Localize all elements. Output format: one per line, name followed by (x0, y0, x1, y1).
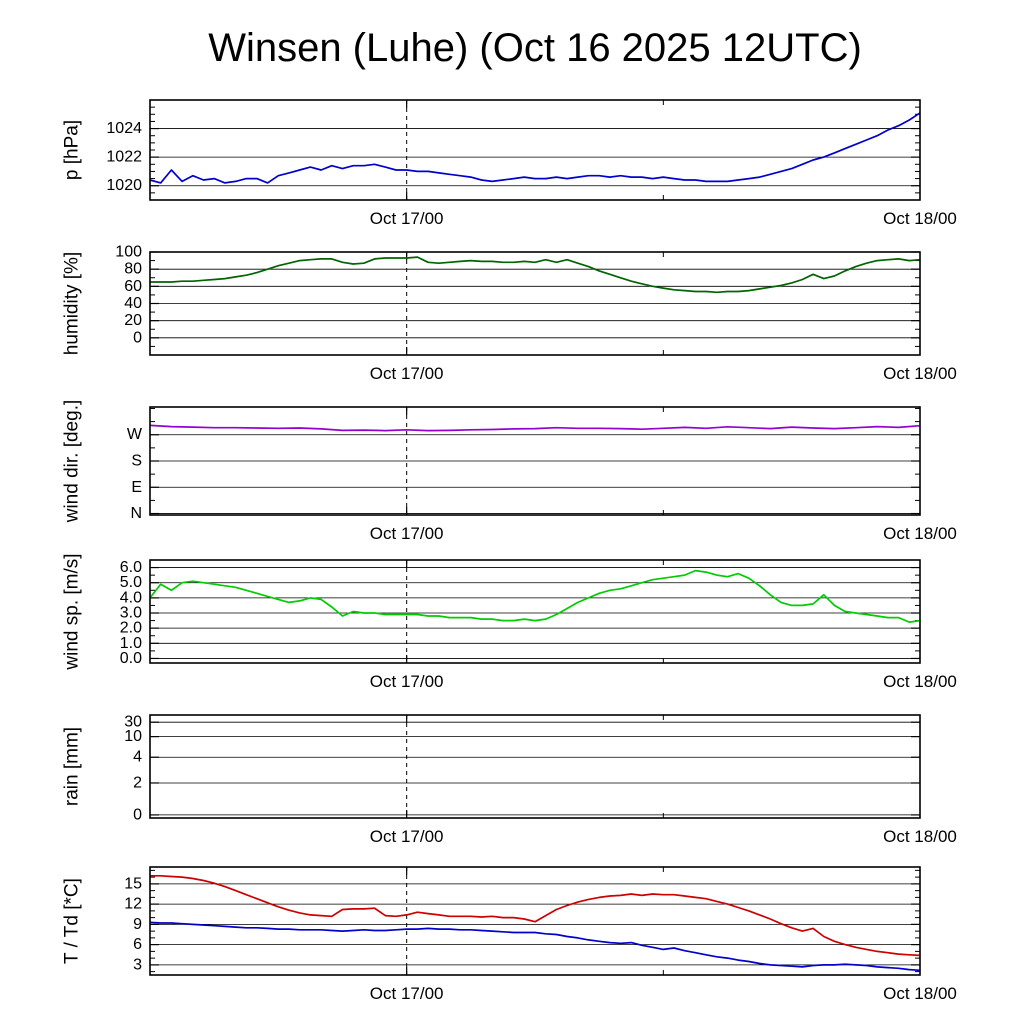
y-tick-label: 1.0 (120, 635, 142, 652)
y-tick-label: 15 (124, 875, 142, 892)
y-axis-label-wind-speed: wind sp. [m/s] (62, 553, 83, 670)
y-tick-label: 10 (124, 728, 142, 745)
y-tick-label: 80 (124, 261, 142, 278)
x-tick-label: Oct 18/00 (883, 209, 957, 228)
x-tick-label: Oct 17/00 (370, 984, 444, 1003)
y-tick-label: 0 (133, 806, 142, 823)
y-tick-label: 4.0 (120, 589, 142, 606)
y-tick-label: 1020 (106, 177, 142, 194)
y-tick-label: S (131, 453, 142, 470)
y-tick-label: 60 (124, 278, 142, 295)
x-tick-label: Oct 17/00 (370, 672, 444, 691)
series-dewpoint (149, 921, 921, 972)
y-tick-label: E (131, 479, 142, 496)
y-tick-label: 6.0 (120, 559, 142, 576)
y-tick-label: 6 (133, 936, 142, 953)
y-tick-label: W (127, 426, 143, 443)
series-temperature (150, 874, 921, 957)
y-axis-label-rain: rain [mm] (62, 727, 83, 806)
y-tick-label: 12 (124, 896, 142, 913)
x-tick-label: Oct 17/00 (370, 209, 444, 228)
y-axis-label-wind-direction: wind dir. [deg.] (62, 400, 83, 524)
series-humidity (150, 256, 921, 294)
y-tick-label: 40 (124, 295, 142, 312)
x-tick-label: Oct 18/00 (883, 364, 957, 383)
y-tick-label: 5.0 (120, 574, 142, 591)
panel-wind-speed: 0.01.02.03.04.05.06.0 wind sp. [m/s] Oct 1… (62, 553, 957, 691)
x-tick-label: Oct 18/00 (883, 984, 957, 1003)
x-tick-label: Oct 17/00 (370, 827, 444, 846)
y-axis-label-pressure: p [hPa] (62, 120, 83, 180)
series-pressure (149, 112, 921, 184)
y-tick-label: 0 (133, 329, 142, 346)
x-tick-label: Oct 17/00 (370, 524, 444, 543)
y-axis-label-humidity: humidity [%] (62, 252, 83, 355)
y-tick-label: 0.0 (120, 650, 142, 667)
chart-title: Winsen (Luhe) (Oct 16 2025 12UTC) (208, 26, 862, 70)
y-tick-label: 1022 (106, 149, 142, 166)
y-tick-label: 4 (133, 749, 142, 766)
y-tick-label: 2 (133, 774, 142, 791)
y-tick-label: 9 (133, 916, 142, 933)
y-axis-label-temperature: T / Td [*C] (62, 878, 83, 964)
y-tick-label: 3.0 (120, 605, 142, 622)
panel-temperature: 3 6 9 12 15 T / Td [*C] Oct 17/00 Oct 18/00 (62, 866, 957, 1003)
y-tick-label: 30 (124, 714, 142, 731)
y-tick-label: 20 (124, 312, 142, 329)
series-wind-direction (149, 424, 921, 432)
series-wind-speed (149, 569, 921, 623)
x-tick-label: Oct 18/00 (883, 827, 957, 846)
y-tick-label: 100 (115, 244, 142, 261)
x-tick-label: Oct 18/00 (883, 524, 957, 543)
y-tick-label: 1024 (106, 120, 142, 137)
x-tick-label: Oct 18/00 (883, 672, 957, 691)
y-tick-label: 2.0 (120, 620, 142, 637)
y-tick-label: N (130, 505, 142, 522)
x-tick-label: Oct 17/00 (370, 364, 444, 383)
panel-pressure: 1020 1022 1024 p [hPa] Oct 17/00 Oct 18/00 (62, 99, 957, 228)
y-tick-label: 3 (133, 956, 142, 973)
